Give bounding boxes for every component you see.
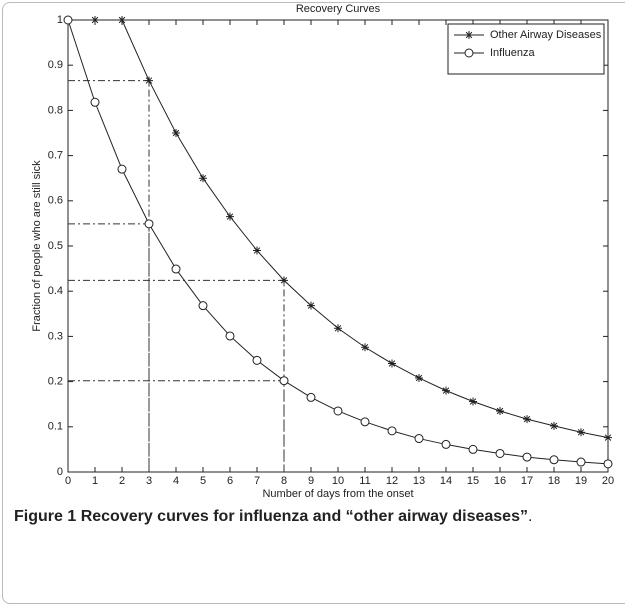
y-tick-label: 1 bbox=[57, 14, 63, 26]
marker bbox=[171, 264, 181, 274]
marker bbox=[198, 301, 208, 311]
marker bbox=[145, 76, 153, 85]
y-tick-label: 0.2 bbox=[48, 376, 63, 388]
marker bbox=[576, 457, 586, 467]
marker bbox=[414, 434, 424, 444]
guide-line bbox=[68, 380, 285, 472]
legend-label: Other Airway Diseases bbox=[490, 29, 602, 41]
y-tick-label: 0.1 bbox=[48, 421, 63, 433]
x-tick-label: 5 bbox=[200, 475, 206, 487]
marker bbox=[252, 355, 262, 365]
x-tick-label: 19 bbox=[575, 475, 587, 487]
legend-label: Influenza bbox=[490, 47, 536, 59]
marker bbox=[604, 433, 612, 442]
marker bbox=[387, 426, 397, 436]
marker bbox=[603, 459, 613, 469]
guide-line bbox=[68, 80, 150, 472]
x-tick-label: 0 bbox=[65, 475, 71, 487]
x-tick-label: 15 bbox=[467, 475, 479, 487]
x-tick-label: 8 bbox=[281, 475, 287, 487]
marker bbox=[415, 373, 423, 382]
marker bbox=[63, 15, 73, 25]
y-tick-label: 0.5 bbox=[48, 240, 63, 252]
marker bbox=[468, 444, 478, 454]
x-tick-label: 10 bbox=[332, 475, 344, 487]
marker bbox=[91, 16, 99, 24]
x-tick-label: 18 bbox=[548, 475, 560, 487]
marker bbox=[172, 129, 180, 137]
x-tick-label: 1 bbox=[92, 475, 98, 487]
x-tick-label: 13 bbox=[413, 475, 425, 487]
marker bbox=[361, 343, 369, 352]
marker bbox=[118, 16, 126, 24]
x-tick-label: 9 bbox=[308, 475, 314, 487]
legend-box bbox=[447, 23, 605, 75]
marker bbox=[333, 406, 343, 416]
y-tick-label: 0.4 bbox=[48, 285, 63, 297]
marker bbox=[441, 439, 451, 449]
x-tick-label: 6 bbox=[227, 475, 233, 487]
marker bbox=[360, 417, 370, 427]
marker bbox=[465, 31, 473, 39]
y-tick-label: 0.7 bbox=[48, 150, 63, 162]
x-tick-label: 20 bbox=[602, 475, 614, 487]
marker bbox=[199, 174, 207, 183]
marker bbox=[388, 359, 396, 368]
caption-end: . bbox=[527, 508, 533, 525]
x-tick-label: 4 bbox=[173, 475, 179, 487]
caption-text: Recovery curves for influenza and “other… bbox=[80, 508, 528, 525]
x-tick-label: 14 bbox=[440, 475, 452, 487]
marker bbox=[280, 276, 288, 285]
marker bbox=[469, 397, 477, 406]
x-tick-label: 11 bbox=[359, 475, 370, 487]
guide-line bbox=[68, 279, 285, 472]
marker bbox=[334, 324, 342, 333]
marker bbox=[442, 386, 450, 395]
y-tick-label: 0.3 bbox=[48, 330, 63, 342]
marker bbox=[495, 448, 505, 458]
chart-title: Recovery Curves bbox=[296, 3, 381, 15]
marker bbox=[523, 415, 531, 424]
x-tick-label: 12 bbox=[386, 475, 398, 487]
y-tick-label: 0.8 bbox=[48, 104, 63, 116]
marker bbox=[464, 48, 474, 58]
marker bbox=[226, 212, 234, 221]
x-tick-label: 3 bbox=[146, 475, 152, 487]
marker bbox=[225, 331, 235, 341]
marker bbox=[90, 97, 100, 107]
chart: Recovery Curves Number of days from the … bbox=[31, 3, 614, 500]
marker bbox=[549, 455, 559, 465]
caption-label: Figure 1 bbox=[14, 508, 77, 525]
guide-line bbox=[68, 223, 150, 472]
y-tick-label: 0.9 bbox=[48, 59, 63, 71]
y-tick-label: 0 bbox=[57, 466, 63, 478]
marker bbox=[496, 406, 504, 415]
y-tick-label: 0.6 bbox=[48, 195, 63, 207]
x-axis-label: Number of days from the onset bbox=[262, 488, 413, 500]
x-tick-label: 7 bbox=[254, 475, 260, 487]
x-tick-label: 17 bbox=[521, 475, 533, 487]
marker bbox=[307, 301, 315, 310]
x-tick-label: 16 bbox=[494, 475, 506, 487]
marker bbox=[144, 219, 154, 229]
y-axis-label: Fraction of people who are still sick bbox=[31, 160, 43, 332]
marker bbox=[550, 421, 558, 430]
marker bbox=[577, 428, 585, 437]
caption: Figure 1 Recovery curves for influenza a… bbox=[14, 506, 612, 528]
x-tick-label: 2 bbox=[119, 475, 125, 487]
marker bbox=[279, 376, 289, 386]
marker bbox=[522, 452, 532, 462]
marker bbox=[306, 392, 316, 402]
marker bbox=[253, 246, 261, 255]
marker bbox=[117, 164, 127, 174]
